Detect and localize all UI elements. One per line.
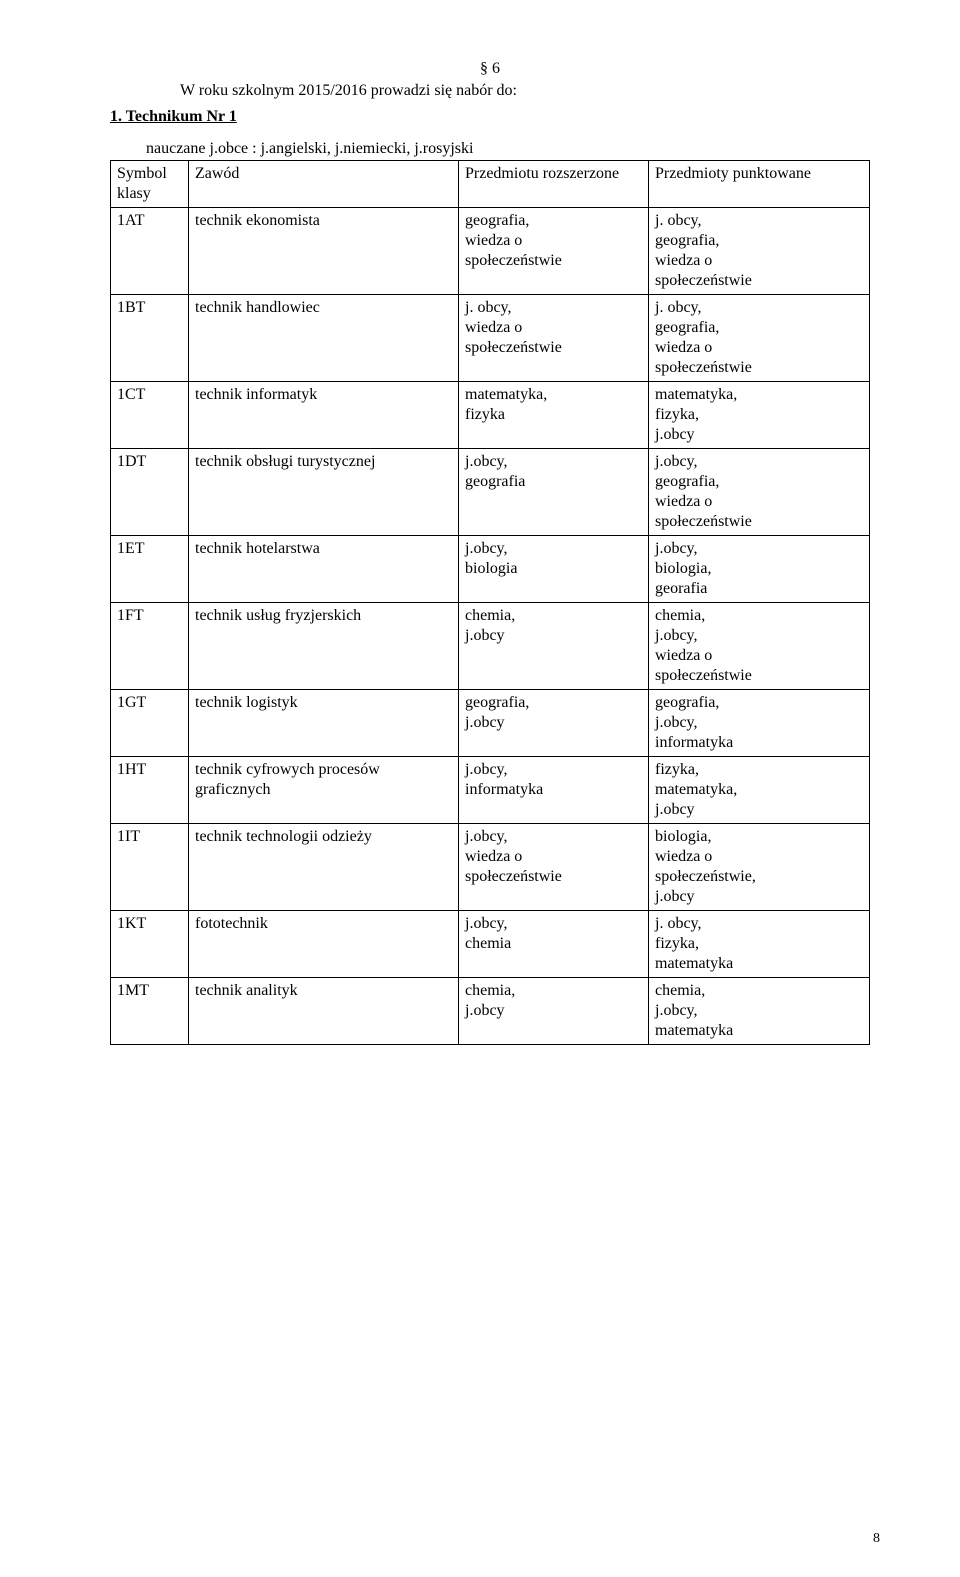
table-row: 1ATtechnik ekonomistageografia, wiedza o… (111, 208, 870, 295)
cell-symbol: 1DT (111, 449, 189, 536)
header-job: Zawód (189, 161, 459, 208)
table-row: 1MTtechnik analitykchemia, j.obcychemia,… (111, 978, 870, 1045)
cell-pts: j. obcy, fizyka, matematyka (649, 911, 870, 978)
cell-job: technik obsługi turystycznej (189, 449, 459, 536)
cell-job: technik hotelarstwa (189, 536, 459, 603)
cell-job: technik usług fryzjerskich (189, 603, 459, 690)
table-row: 1ITtechnik technologii odzieżyj.obcy, wi… (111, 824, 870, 911)
cell-ext: j. obcy, wiedza o społeczeństwie (459, 295, 649, 382)
languages-line: nauczane j.obce : j.angielski, j.niemiec… (110, 140, 870, 158)
table-header-row: Symbol klasyZawódPrzedmiotu rozszerzoneP… (111, 161, 870, 208)
cell-symbol: 1BT (111, 295, 189, 382)
cell-symbol: 1GT (111, 690, 189, 757)
table-row: 1HTtechnik cyfrowych procesów graficznyc… (111, 757, 870, 824)
cell-pts: fizyka, matematyka, j.obcy (649, 757, 870, 824)
cell-pts: j.obcy, geografia, wiedza o społeczeństw… (649, 449, 870, 536)
cell-symbol: 1KT (111, 911, 189, 978)
table-row: 1CTtechnik informatykmatematyka, fizykam… (111, 382, 870, 449)
table-row: 1BTtechnik handlowiecj. obcy, wiedza o s… (111, 295, 870, 382)
table-row: 1DTtechnik obsługi turystycznejj.obcy, g… (111, 449, 870, 536)
courses-table: Symbol klasyZawódPrzedmiotu rozszerzoneP… (110, 160, 870, 1045)
header-pts: Przedmioty punktowane (649, 161, 870, 208)
cell-job: technik handlowiec (189, 295, 459, 382)
cell-pts: matematyka, fizyka, j.obcy (649, 382, 870, 449)
cell-job: technik analityk (189, 978, 459, 1045)
cell-job: technik technologii odzieży (189, 824, 459, 911)
cell-ext: j.obcy, biologia (459, 536, 649, 603)
page-number: 8 (873, 1531, 880, 1547)
cell-ext: matematyka, fizyka (459, 382, 649, 449)
cell-ext: j.obcy, wiedza o społeczeństwie (459, 824, 649, 911)
header-ext: Przedmiotu rozszerzone (459, 161, 649, 208)
header-symbol: Symbol klasy (111, 161, 189, 208)
cell-job: technik informatyk (189, 382, 459, 449)
cell-pts: j.obcy, biologia, georafia (649, 536, 870, 603)
cell-symbol: 1IT (111, 824, 189, 911)
cell-symbol: 1ET (111, 536, 189, 603)
intro-line: W roku szkolnym 2015/2016 prowadzi się n… (110, 82, 870, 100)
cell-symbol: 1CT (111, 382, 189, 449)
section-number: § 6 (110, 60, 870, 78)
cell-pts: geografia, j.obcy, informatyka (649, 690, 870, 757)
cell-job: technik cyfrowych procesów graficznych (189, 757, 459, 824)
table-row: 1FTtechnik usług fryzjerskichchemia, j.o… (111, 603, 870, 690)
cell-ext: chemia, j.obcy (459, 603, 649, 690)
cell-pts: chemia, j.obcy, wiedza o społeczeństwie (649, 603, 870, 690)
cell-ext: chemia, j.obcy (459, 978, 649, 1045)
heading: 1. Technikum Nr 1 (110, 108, 870, 126)
cell-pts: biologia, wiedza o społeczeństwie, j.obc… (649, 824, 870, 911)
cell-ext: geografia, wiedza o społeczeństwie (459, 208, 649, 295)
cell-ext: j.obcy, chemia (459, 911, 649, 978)
cell-symbol: 1FT (111, 603, 189, 690)
cell-job: technik ekonomista (189, 208, 459, 295)
table-row: 1KTfototechnikj.obcy, chemiaj. obcy, fiz… (111, 911, 870, 978)
table-row: 1ETtechnik hotelarstwaj.obcy, biologiaj.… (111, 536, 870, 603)
cell-pts: chemia, j.obcy, matematyka (649, 978, 870, 1045)
cell-job: technik logistyk (189, 690, 459, 757)
table-row: 1GTtechnik logistykgeografia, j.obcygeog… (111, 690, 870, 757)
cell-symbol: 1AT (111, 208, 189, 295)
page: § 6 W roku szkolnym 2015/2016 prowadzi s… (0, 0, 960, 1577)
cell-symbol: 1HT (111, 757, 189, 824)
cell-job: fototechnik (189, 911, 459, 978)
cell-ext: j.obcy, informatyka (459, 757, 649, 824)
cell-symbol: 1MT (111, 978, 189, 1045)
cell-ext: geografia, j.obcy (459, 690, 649, 757)
cell-pts: j. obcy, geografia, wiedza o społeczeńst… (649, 295, 870, 382)
cell-pts: j. obcy, geografia, wiedza o społeczeńst… (649, 208, 870, 295)
cell-ext: j.obcy, geografia (459, 449, 649, 536)
